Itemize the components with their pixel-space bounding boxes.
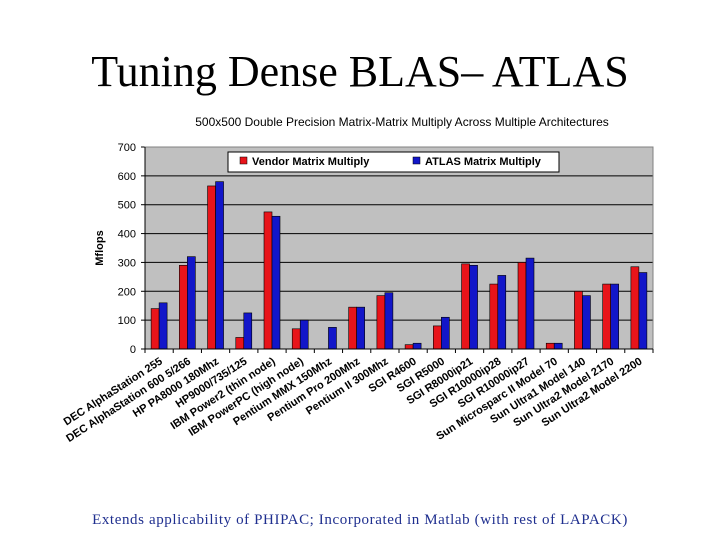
- legend-label-atlas: ATLAS Matrix Multiply: [425, 156, 542, 168]
- y-tick-label: 400: [118, 229, 136, 241]
- legend-label-vendor: Vendor Matrix Multiply: [252, 156, 370, 168]
- bar-vendor: [404, 344, 414, 350]
- bar-atlas: [525, 257, 535, 350]
- bar-atlas: [610, 283, 619, 350]
- bar-vendor: [291, 328, 301, 350]
- y-tick-label: 600: [118, 171, 136, 183]
- bar-vendor: [235, 337, 245, 350]
- chart-title: 500x500 Double Precision Matrix-Matrix M…: [195, 115, 609, 129]
- bar-atlas: [215, 181, 224, 350]
- bar-atlas: [553, 342, 563, 350]
- bar-vendor: [207, 185, 216, 350]
- bar-vendor: [574, 290, 583, 350]
- plot-area: [145, 147, 653, 349]
- bar-vendor: [150, 308, 160, 350]
- y-tick-label: 500: [118, 200, 136, 212]
- bar-atlas: [638, 272, 648, 350]
- bar-atlas: [441, 316, 450, 350]
- bar-vendor: [348, 306, 357, 350]
- y-axis-label: Mflops: [94, 230, 106, 265]
- bar-vendor: [179, 265, 188, 350]
- bar-atlas: [299, 319, 309, 350]
- bar-vendor: [545, 342, 555, 350]
- bar-atlas: [497, 275, 507, 350]
- y-tick-label: 0: [130, 344, 136, 356]
- legend-box: [227, 151, 560, 173]
- bar-atlas: [384, 292, 394, 350]
- bar-atlas: [158, 302, 168, 350]
- bar-atlas: [271, 215, 281, 350]
- bar-atlas: [187, 256, 196, 350]
- bar-vendor: [263, 211, 273, 350]
- bar-vendor: [517, 262, 527, 350]
- slide-footer: Extends applicability of PHIPAC; Incorpo…: [92, 512, 628, 528]
- bar-vendor: [461, 263, 470, 350]
- y-tick-label: 200: [118, 286, 136, 298]
- bar-vendor: [489, 283, 499, 350]
- slide-title: Tuning Dense BLAS– ATLAS: [91, 47, 629, 96]
- y-tick-label: 100: [118, 315, 136, 327]
- legend-swatch-vendor: [239, 156, 248, 165]
- legend-swatch-atlas: [412, 156, 421, 165]
- bar-atlas: [469, 265, 478, 350]
- bar-vendor: [433, 325, 442, 350]
- bar-vendor: [602, 283, 611, 350]
- bar-atlas: [412, 342, 422, 350]
- bar-atlas: [243, 312, 253, 350]
- bar-atlas: [582, 295, 591, 350]
- y-tick-label: 700: [118, 142, 136, 154]
- bar-atlas: [356, 306, 365, 350]
- bar-vendor: [376, 295, 386, 350]
- bar-atlas: [328, 327, 337, 350]
- bar-vendor: [630, 266, 640, 350]
- y-tick-label: 300: [118, 257, 136, 269]
